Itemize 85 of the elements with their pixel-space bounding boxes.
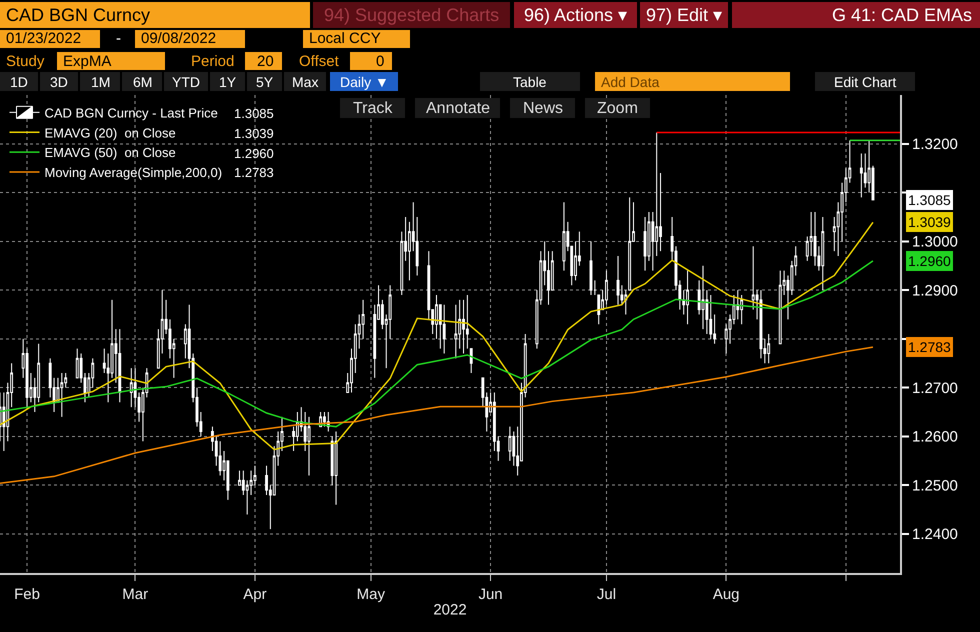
annotation: Zoom — [597, 100, 638, 117]
x-tick-label: Apr — [243, 586, 267, 603]
candlestick — [686, 270, 689, 325]
text: Period — [191, 53, 234, 70]
y-tick-label: 1.2600 — [912, 428, 958, 446]
x-tick-label: Jul — [596, 586, 616, 603]
x-tick-label: Jun — [478, 586, 503, 603]
text: 20 — [257, 53, 274, 70]
candlestick — [740, 294, 744, 325]
text: 1D — [10, 74, 28, 90]
y-tick-label: 1.2900 — [912, 282, 958, 300]
text: Table — [513, 74, 547, 90]
text: - — [116, 30, 121, 47]
text: Local CCY — [309, 30, 381, 47]
candlestick — [562, 202, 566, 272]
x-axis-title: 2022 — [433, 602, 467, 618]
candlestick — [323, 412, 326, 428]
candlestick — [590, 240, 592, 296]
annotation: News — [523, 100, 564, 117]
y-tick-label: 1.2500 — [912, 477, 958, 494]
text: Study — [6, 53, 45, 70]
text: Edit Chart — [834, 74, 896, 90]
y-tick-label: 1.3200 — [912, 136, 958, 154]
text: 97) Edit ▾ — [646, 5, 722, 25]
x-tick-label: Mar — [122, 586, 148, 603]
annotation: Annotate — [426, 100, 490, 117]
text: 1M — [91, 74, 110, 90]
candlestick — [308, 416, 310, 476]
legend-label: CAD BGN Curncy - Last Price — [44, 105, 218, 120]
candlestick — [702, 265, 704, 330]
text: YTD — [172, 74, 200, 90]
line-series — [0, 222, 874, 450]
legend-label: EMAVG (20) on Close — [44, 125, 176, 140]
annotation: 1.3085 — [234, 106, 274, 121]
candlestick — [736, 290, 740, 320]
line-series — [0, 260, 874, 428]
x-tick-label: Feb — [14, 586, 40, 603]
text: 1.3085 — [908, 192, 951, 208]
text: 1.2783 — [908, 339, 951, 355]
text: 0 — [376, 53, 384, 70]
text: 1Y — [219, 74, 237, 90]
candlestick — [442, 304, 446, 354]
legend-label: EMAVG (50) on Close — [44, 145, 176, 160]
candlestick — [814, 212, 816, 266]
candlestick — [130, 368, 133, 408]
candlestick — [821, 216, 824, 291]
candlestick — [616, 255, 620, 306]
text: Offset — [299, 53, 340, 70]
annotation: 1.2783 — [234, 165, 274, 180]
x-tick-label: Aug — [712, 586, 740, 603]
text: 6M — [133, 74, 152, 90]
candlestick — [860, 153, 863, 198]
candlestick — [644, 216, 647, 272]
text: 96) Actions ▾ — [524, 5, 628, 25]
candlestick — [454, 304, 458, 359]
annotation: 1.3039 — [234, 126, 274, 141]
candlestick — [462, 299, 465, 354]
text: 3D — [50, 74, 68, 90]
y-tick-label: 1.3000 — [912, 234, 958, 251]
text: 1.2960 — [908, 253, 951, 269]
text: G 41: CAD EMAs — [832, 5, 972, 25]
legend-label: Moving Average(Simple,200,0) — [44, 165, 222, 180]
candlestick — [508, 426, 512, 462]
text: Max — [292, 74, 318, 90]
text: ExpMA — [63, 53, 112, 70]
candlestick — [118, 328, 122, 403]
line-series — [0, 346, 874, 484]
y-tick-label: 1.2700 — [912, 380, 958, 397]
annotation: 1.2960 — [234, 146, 274, 161]
text: CAD BGN Curncy — [6, 5, 150, 25]
candlestick — [470, 348, 473, 374]
text: 1.3039 — [908, 214, 951, 230]
candlestick — [60, 372, 64, 418]
annotation: Track — [353, 100, 394, 117]
candlestick — [767, 334, 770, 364]
candlestick — [334, 431, 338, 506]
candlestick — [466, 294, 469, 350]
text: 94) Suggested Charts — [324, 5, 500, 25]
x-tick-label: May — [356, 586, 386, 603]
text: 09/08/2022 — [141, 30, 216, 47]
text: 01/23/2022 — [6, 30, 82, 47]
text: Daily ▼ — [340, 74, 389, 90]
text: 5Y — [256, 74, 274, 90]
y-tick-label: 1.2400 — [912, 526, 958, 544]
text: Add Data — [601, 74, 660, 90]
